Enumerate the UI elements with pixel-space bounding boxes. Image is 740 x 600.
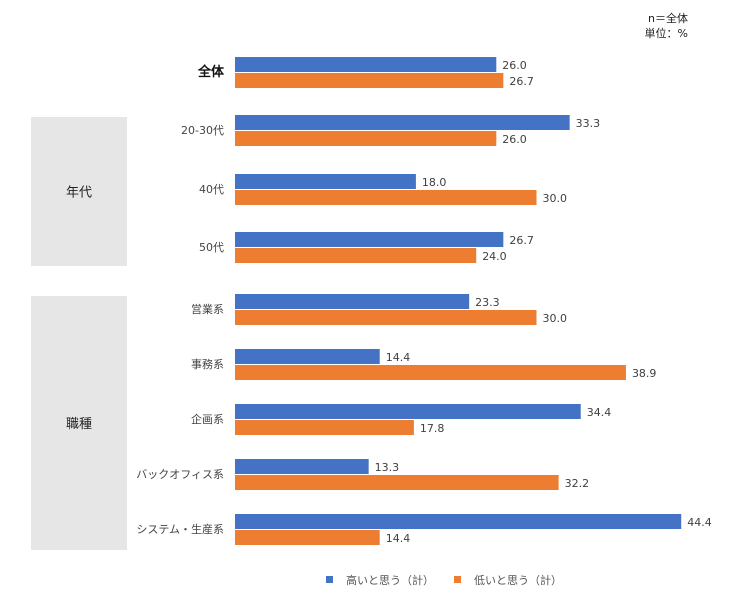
data-label: 26.0 bbox=[502, 59, 527, 72]
data-label: 18.0 bbox=[422, 176, 447, 189]
bar-high bbox=[235, 232, 504, 247]
category-label: 企画系 bbox=[191, 412, 224, 426]
category-label: 20-30代 bbox=[181, 124, 224, 137]
bar-high bbox=[235, 174, 416, 189]
data-label: 14.4 bbox=[386, 532, 411, 545]
data-label: 14.4 bbox=[386, 351, 411, 364]
bar-low bbox=[235, 475, 559, 490]
category-label: 50代 bbox=[199, 241, 224, 254]
category-label: 全体 bbox=[197, 64, 225, 80]
group-box bbox=[31, 296, 127, 550]
data-label: 38.9 bbox=[632, 367, 657, 380]
bar-high bbox=[235, 57, 497, 72]
sample-note: n＝全体 bbox=[648, 12, 688, 25]
legend-label: 高いと思う（計） bbox=[346, 573, 434, 587]
category-label: バックオフィス系 bbox=[136, 468, 224, 481]
data-label: 30.0 bbox=[543, 192, 568, 205]
data-label: 23.3 bbox=[475, 296, 500, 309]
data-label: 26.0 bbox=[502, 133, 527, 146]
bar-low bbox=[235, 190, 537, 205]
category-label: 事務系 bbox=[191, 357, 224, 371]
data-label: 30.0 bbox=[543, 312, 568, 325]
category-label: システム・生産系 bbox=[136, 522, 224, 536]
bar-high bbox=[235, 349, 380, 364]
data-label: 32.2 bbox=[565, 477, 590, 490]
legend-label: 低いと思う（計） bbox=[474, 573, 562, 587]
bar-low bbox=[235, 73, 504, 88]
group-label: 職種 bbox=[66, 416, 92, 432]
data-label: 17.8 bbox=[420, 422, 445, 435]
group-box bbox=[31, 117, 127, 266]
legend-swatch bbox=[454, 576, 461, 583]
bar-low bbox=[235, 420, 414, 435]
category-label: 40代 bbox=[199, 183, 224, 196]
category-label: 営業系 bbox=[191, 302, 224, 316]
bar-low bbox=[235, 131, 497, 146]
bar-high bbox=[235, 404, 581, 419]
bar-low bbox=[235, 530, 380, 545]
data-label: 33.3 bbox=[576, 117, 601, 130]
legend-swatch bbox=[326, 576, 333, 583]
group-label: 年代 bbox=[66, 186, 92, 201]
bar-low bbox=[235, 248, 477, 263]
bar-low bbox=[235, 310, 537, 325]
data-label: 44.4 bbox=[687, 516, 712, 529]
data-label: 26.7 bbox=[509, 75, 533, 88]
unit-note: 単位：% bbox=[644, 27, 688, 40]
bar-high bbox=[235, 459, 369, 474]
data-label: 26.7 bbox=[509, 234, 533, 247]
data-label: 13.3 bbox=[375, 461, 400, 474]
bar-low bbox=[235, 365, 626, 380]
data-label: 24.0 bbox=[482, 250, 507, 263]
bar-high bbox=[235, 294, 470, 309]
bar-high bbox=[235, 115, 570, 130]
data-label: 34.4 bbox=[587, 406, 612, 419]
bar-high bbox=[235, 514, 682, 529]
